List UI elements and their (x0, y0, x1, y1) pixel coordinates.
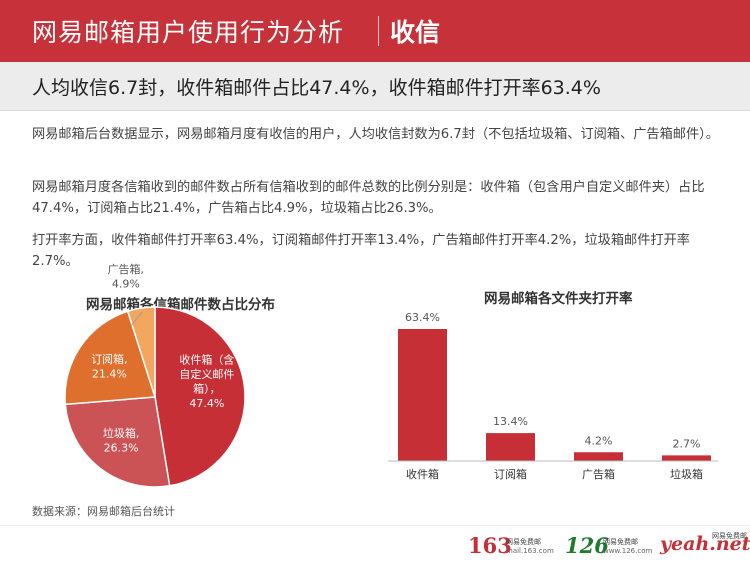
bar-value-label: 4.2% (585, 434, 613, 447)
pie-slice-label: 4.9% (112, 278, 140, 291)
page-title: 网易邮箱用户使用行为分析 (32, 18, 345, 47)
bar-value-label: 13.4% (493, 415, 528, 428)
logo-126-url: www.126.com (603, 547, 653, 555)
pie-slice (64, 396, 171, 488)
pie-slice (154, 306, 246, 487)
paragraph-1: 网易邮箱后台数据显示，网易邮箱月度有收信的用户，人均收信封数为6.7封（不包括垃… (32, 127, 719, 142)
bar (574, 452, 623, 461)
section-title: 收信 (390, 18, 441, 47)
pie-slice (64, 310, 157, 406)
paragraph-2: 网易邮箱月度各信箱收到的邮件数占所有信箱收到的邮件总数的比例分别是：收件箱（包含… (32, 180, 705, 216)
paragraph-3: 打开率方面，收件箱邮件打开率63.4%，订阅箱邮件打开率13.4%，广告箱邮件打… (32, 233, 690, 269)
logo-yeah: yeah.net 网易免费邮 (660, 532, 750, 555)
pie-slice-label: 广告箱, (108, 262, 145, 276)
bar-category-label: 订阅箱 (494, 467, 527, 481)
logo-163-mark: 163 (468, 533, 512, 558)
logo-163: 163 网易免费邮 mail.163.com (468, 533, 554, 558)
pie-slice-label: 自定义邮件 (179, 367, 234, 381)
bar-value-label: 63.4% (405, 311, 440, 324)
bar (486, 433, 535, 461)
pie-slice (126, 306, 156, 398)
logo-126: 126 网易免费邮 www.126.com (565, 533, 652, 558)
pie-slice-label: 47.4% (189, 397, 224, 410)
logo-yeah-tagline: 网易免费邮 (712, 532, 747, 540)
data-source: 数据来源：网易邮箱后台统计 (32, 505, 175, 518)
logo-126-mark: 126 (565, 533, 609, 558)
pie-slice-label: 箱）， (193, 381, 221, 395)
bar-category-label: 广告箱 (582, 467, 615, 481)
title-divider (378, 16, 379, 46)
footer-divider (0, 525, 750, 526)
pie-slice-label: 垃圾箱, (103, 426, 140, 440)
bar (398, 329, 447, 461)
bar-category-label: 垃圾箱 (670, 467, 703, 481)
logo-163-url: mail.163.com (506, 547, 554, 555)
bar-value-label: 2.7% (673, 437, 701, 450)
bar-category-label: 收件箱 (406, 467, 439, 481)
logo-163-tagline: 网易免费邮 (506, 538, 541, 546)
pie-slice-label: 收件箱（含 (179, 352, 234, 366)
logo-126-tagline: 网易免费邮 (603, 538, 638, 546)
bar (662, 455, 711, 461)
pie-leader-line (130, 311, 143, 327)
subheading-bar: 人均收信6.7封，收件箱邮件占比47.4%，收件箱邮件打开率63.4% (0, 62, 750, 111)
page-header: 网易邮箱用户使用行为分析 收信 (0, 0, 750, 62)
logo-yeah-mark: yeah.net (660, 533, 750, 555)
bar-chart-title: 网易邮箱各文件夹打开率 (484, 291, 633, 307)
pie-slice-label: 订阅箱, (91, 352, 128, 366)
subheading: 人均收信6.7封，收件箱邮件占比47.4%，收件箱邮件打开率63.4% (32, 77, 601, 99)
pie-slice-label: 26.3% (104, 442, 139, 455)
pie-slice-label: 21.4% (92, 368, 127, 381)
